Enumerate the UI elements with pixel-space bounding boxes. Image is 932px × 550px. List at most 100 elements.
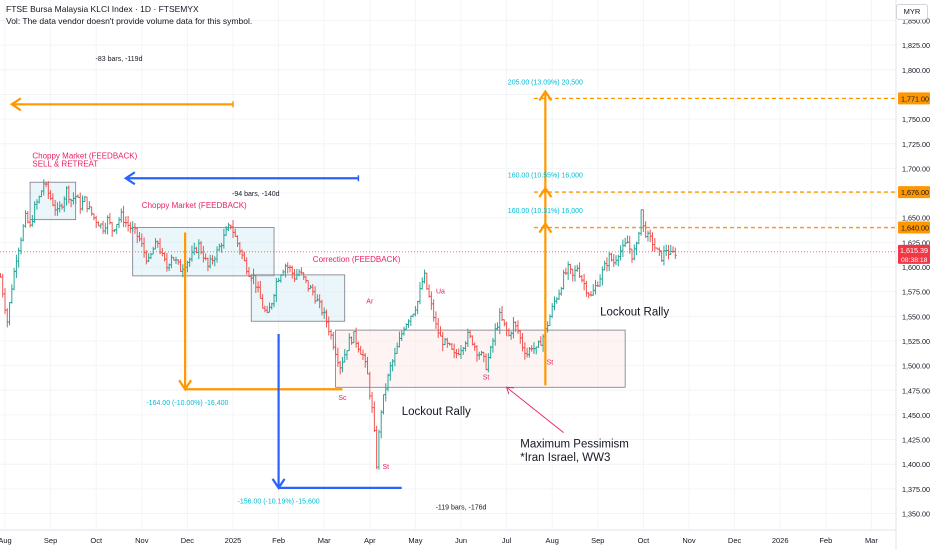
chart-annotation: Sc [338, 395, 347, 402]
chart-annotation: 160.00 (10.31%) 16,000 [508, 208, 583, 215]
time-tick-label: Nov [682, 536, 696, 545]
price-bar-down [78, 192, 82, 214]
measure-arrow [538, 89, 553, 386]
price-bar-up [573, 265, 577, 282]
price-bar-up [117, 217, 121, 229]
time-tick-label: Apr [364, 536, 376, 545]
arrow-head [538, 221, 553, 234]
price-bar-up [566, 261, 570, 280]
price-tick-label: 1,800.00 [902, 66, 930, 75]
measure-arrow [178, 232, 343, 392]
price-bar-down [582, 273, 586, 291]
price-bar-down [101, 220, 105, 234]
chart-annotation: Choppy Market (FEEDBACK) [142, 201, 247, 210]
price-bar-up [591, 283, 595, 296]
arrow-head [123, 171, 136, 186]
price-line-layer [0, 97, 896, 253]
price-bar-up [619, 245, 623, 261]
time-tick-label: Aug [546, 536, 559, 545]
price-tick-label: 1,450.00 [902, 411, 930, 420]
price-tick-label: 1,750.00 [902, 115, 930, 124]
price-bar-down [612, 253, 616, 267]
price-bar-up [379, 410, 383, 439]
time-axis: Aug Sep Oct Nov Dec 2025 Feb Mar Apr May Jun Jul Aug… [0, 529, 896, 545]
price-bar-down [370, 391, 374, 413]
price-tick-label: 1,550.00 [902, 312, 930, 321]
price-bar-down [286, 262, 290, 274]
currency-label: MYR [903, 7, 921, 16]
price-bar-down [128, 222, 132, 234]
price-bar-down [578, 262, 582, 278]
price-tick-label: 1,825.00 [902, 41, 930, 50]
price-bar-down [434, 311, 438, 329]
price-tick-label: 1,625.00 [902, 238, 930, 247]
price-tick-label: 1,575.00 [902, 288, 930, 297]
chart-annotation: Lockout Rally [402, 406, 471, 418]
time-tick-label: Feb [819, 536, 832, 545]
price-bar-up [495, 322, 499, 331]
price-bar-down [96, 221, 100, 227]
price-bar-up [423, 269, 427, 284]
price-bar-up [87, 201, 91, 210]
price-bar-down [673, 247, 677, 260]
price-bar-up [598, 274, 602, 287]
time-tick-label: May [408, 536, 422, 545]
price-bar-up [409, 315, 413, 326]
target-price-tag-label: 1,640.00 [901, 224, 929, 233]
price-bar-down [630, 248, 634, 263]
price-bar-down [122, 205, 126, 228]
price-bar-down [85, 196, 89, 213]
time-tick-label: Nov [135, 536, 149, 545]
arrow-head [271, 478, 286, 490]
range-box [250, 274, 346, 322]
chart-annotation: St [382, 464, 389, 471]
time-tick-label: Jul [502, 536, 512, 545]
price-bar-up [420, 277, 424, 290]
price-tick-label: 1,725.00 [902, 140, 930, 149]
chart-annotation: -164.00 (-10.00%) -16,400 [146, 400, 228, 407]
price-tick-label: 1,850.00 [902, 17, 930, 26]
measure-arrow [538, 186, 553, 198]
price-tick-label: 1,500.00 [902, 362, 930, 371]
price-bar-up [10, 284, 14, 304]
time-tick-label: Feb [272, 536, 285, 545]
price-bar-down [628, 235, 632, 254]
price-bar-up [418, 282, 422, 305]
price-bar-down [110, 222, 114, 237]
price-tick-label: 1,600.00 [902, 263, 930, 272]
price-bar-up [662, 245, 666, 266]
time-tick-label: Dec [181, 536, 195, 545]
target-price-tag [898, 92, 930, 105]
time-tick-label: 2026 [772, 536, 789, 545]
chart-annotation: SELL & RETREAT [32, 159, 98, 168]
time-tick-label: Oct [638, 536, 651, 545]
last-price-tag [898, 244, 930, 264]
symbol-title: FTSE Bursa Malaysia KLCI Index · 1D · FT… [6, 4, 199, 14]
price-bar-down [26, 211, 30, 224]
arrow-head [538, 89, 553, 102]
price-bar-down [5, 308, 9, 328]
price-bar-up [119, 208, 123, 223]
time-tick-label: Sep [44, 536, 57, 545]
price-bar-up [14, 254, 18, 279]
price-bar-down [425, 272, 429, 290]
chart-annotation: St [483, 374, 490, 381]
price-bar-up [8, 302, 12, 326]
price-bar-up [557, 289, 561, 300]
chart-annotation: Ar [366, 298, 374, 305]
arrow-head [538, 186, 553, 198]
price-bar-down [584, 280, 588, 297]
chart-annotation: Correction (FEEDBACK) [313, 255, 401, 264]
price-bar-down [605, 257, 609, 272]
pointer-shaft [506, 386, 564, 434]
price-bar-up [646, 230, 650, 242]
time-tick-label: Mar [318, 536, 331, 545]
time-tick-label: Mar [865, 536, 878, 545]
price-bar-up [600, 266, 604, 286]
currency-button[interactable]: MYR [896, 4, 928, 20]
price-tick-label: 1,400.00 [902, 460, 930, 469]
price-bar-down [653, 237, 657, 252]
time-tick-label: Dec [728, 536, 742, 545]
price-tick-label: 1,425.00 [902, 436, 930, 445]
